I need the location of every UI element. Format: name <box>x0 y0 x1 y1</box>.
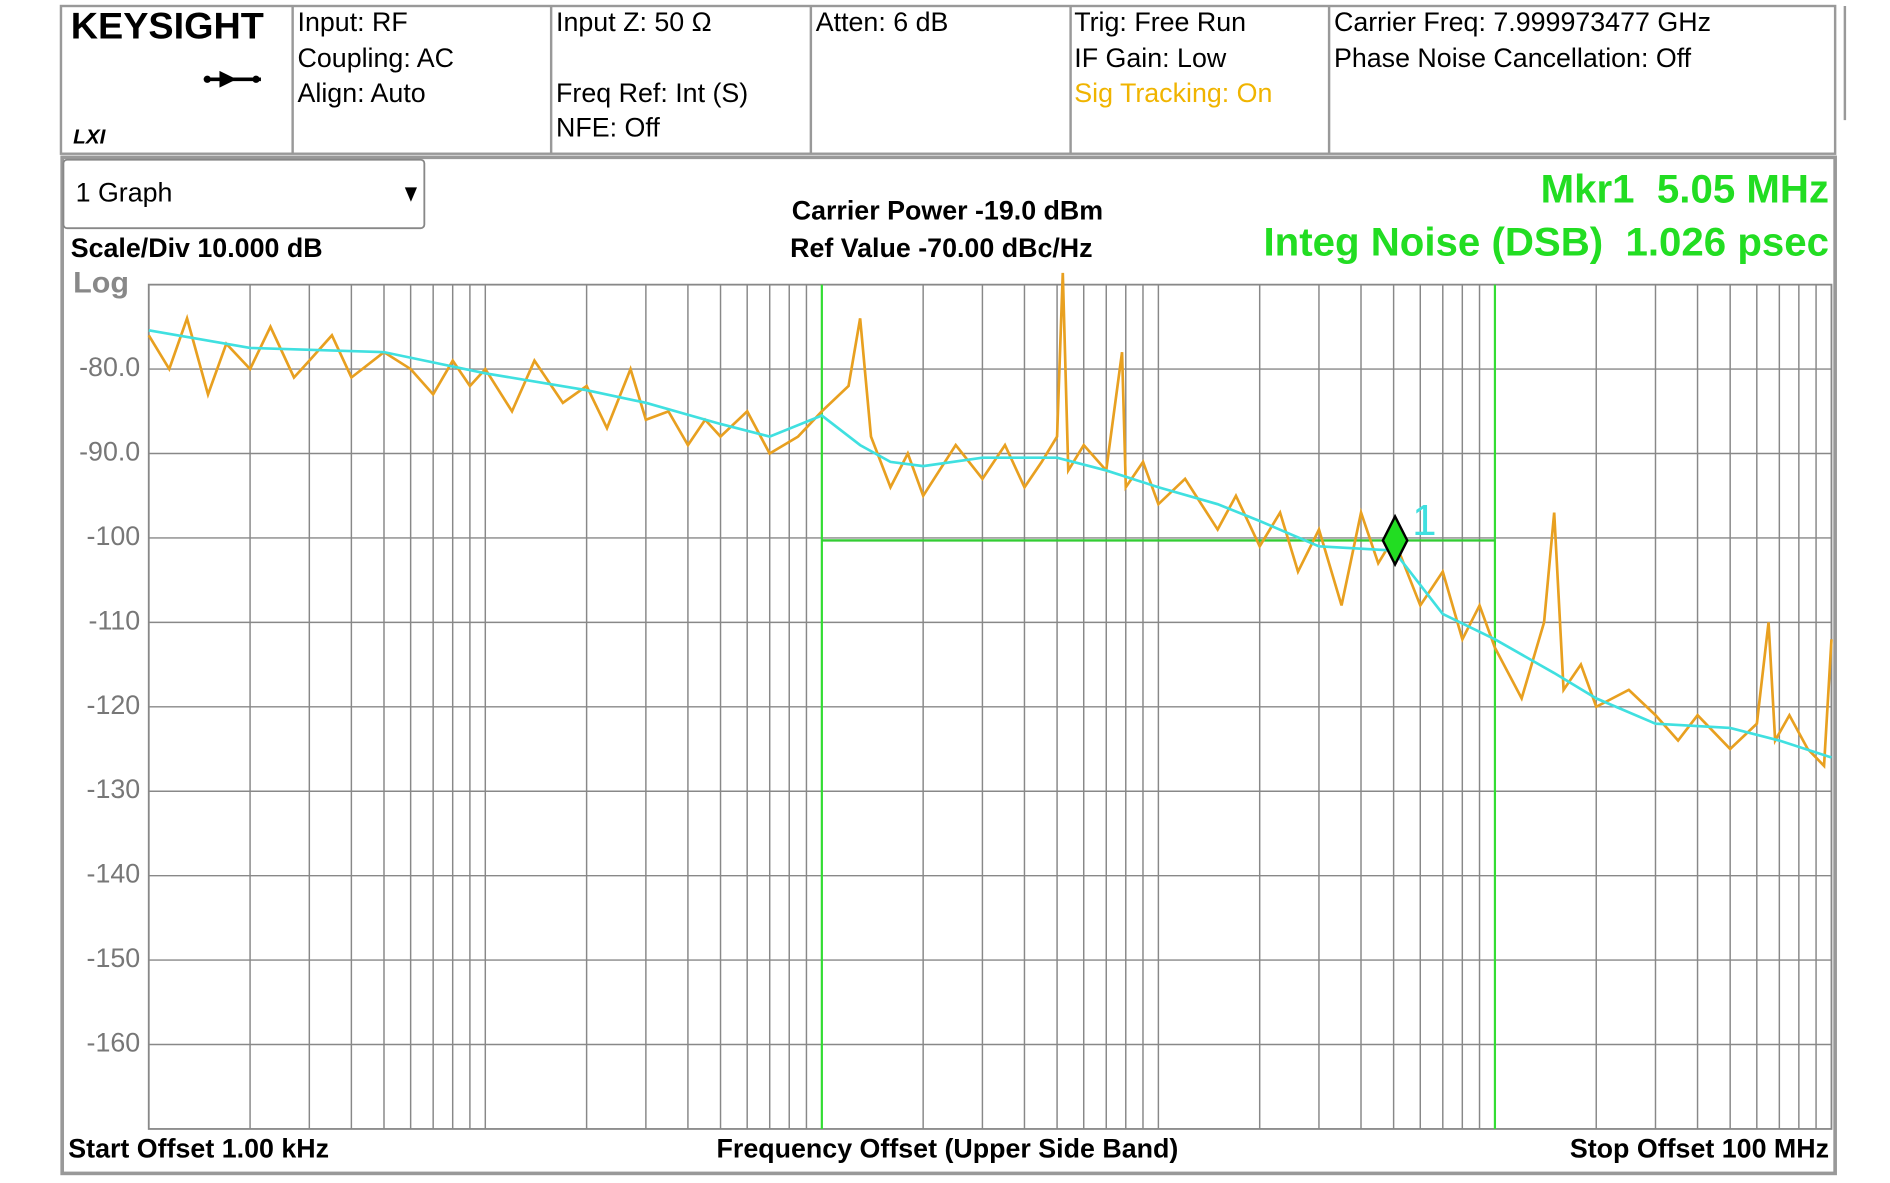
plot: -80.0 -90.0 -100 -110 -120 -130 -140 -150 -160 1 <box>79 272 1833 1130</box>
x-axis-label: Frequency Offset (Upper Side Band) <box>717 1134 1179 1164</box>
x-stop: Stop Offset 100 MHz <box>1570 1134 1829 1164</box>
header-field: Trig: Free Run <box>1074 7 1246 37</box>
header-field: Sig Tracking: On <box>1074 78 1272 108</box>
header-panel <box>59 4 1837 155</box>
logo-icon <box>203 70 261 88</box>
carrier-power: Carrier Power -19.0 dBm <box>792 196 1103 226</box>
header-field: Align: Auto <box>298 78 426 108</box>
header-field: Freq Ref: Int (S) <box>556 78 748 108</box>
y-scale-type: Log <box>73 267 129 300</box>
header-field: IF Gain: Low <box>1074 43 1227 73</box>
dropdown-arrow[interactable] <box>404 187 418 202</box>
y-tick-label: -150 <box>87 943 141 973</box>
y-tick-label: -100 <box>87 521 141 551</box>
y-tick-label: -160 <box>87 1028 141 1058</box>
integrated-noise: Integ Noise (DSB) 1.026 psec <box>1263 221 1829 265</box>
header-field: Carrier Freq: 7.999973477 GHz <box>1334 7 1711 37</box>
header-field: Input: RF <box>298 7 408 37</box>
header-dividers <box>291 6 1331 154</box>
marker <box>1381 513 1409 568</box>
logo: KEYSIGHT <box>71 5 264 47</box>
header-field: Input Z: 50 Ω <box>556 7 712 37</box>
lxi-logo: LXI <box>73 126 107 149</box>
graph-selector[interactable] <box>62 158 426 230</box>
trace <box>147 272 1833 770</box>
y-tick-label: -110 <box>89 606 141 636</box>
marker-readout: Mkr1 5.05 MHz <box>1541 168 1829 212</box>
y-tick-label: -90.0 <box>79 437 140 467</box>
y-tick-label: -140 <box>87 859 141 889</box>
graph-selector-label[interactable]: 1 Graph <box>76 178 173 208</box>
y-tick-label: -80.0 <box>79 352 140 382</box>
header-field: Atten: 6 dB <box>816 7 949 37</box>
y-tick-label: -120 <box>87 690 141 720</box>
header-field: Coupling: AC <box>298 43 455 73</box>
header-field: NFE: Off <box>556 113 660 143</box>
header-field: Phase Noise Cancellation: Off <box>1334 43 1692 73</box>
scale-div: Scale/Div 10.000 dB <box>71 233 323 263</box>
x-start: Start Offset 1.00 kHz <box>68 1134 329 1164</box>
ref-value: Ref Value -70.00 dBc/Hz <box>790 233 1092 263</box>
marker-label: 1 <box>1412 497 1436 545</box>
trace <box>148 328 1832 759</box>
y-tick-label: -130 <box>87 774 141 804</box>
